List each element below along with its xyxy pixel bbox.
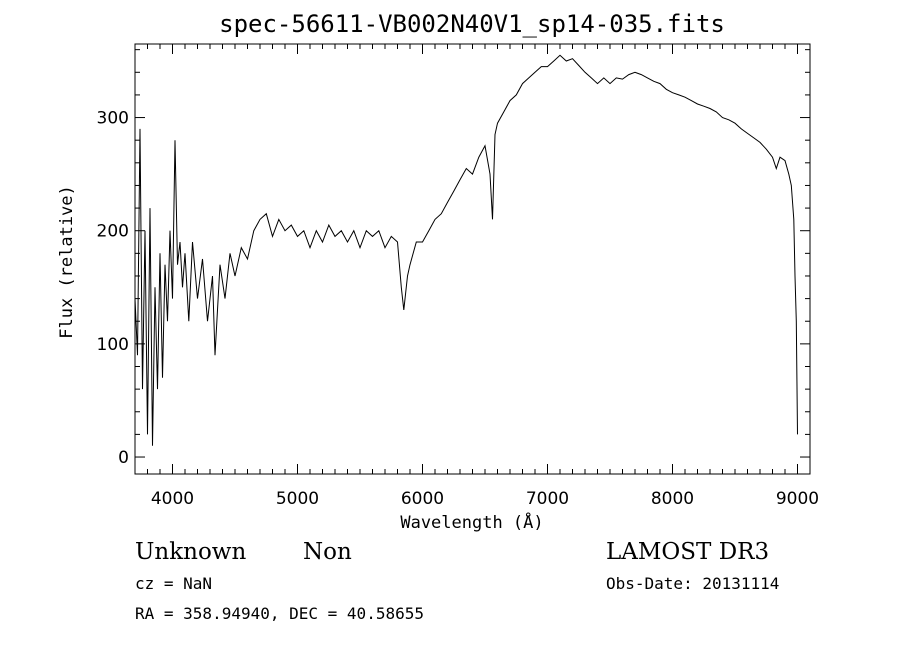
x-tick-label: 7000 xyxy=(526,489,569,509)
y-axis-ticks: 0 100 200 300 xyxy=(97,49,810,468)
y-tick-label: 200 xyxy=(97,222,129,242)
survey-name: LAMOST DR3 xyxy=(606,539,769,565)
flux-series-line xyxy=(134,54,798,446)
object-class: Unknown xyxy=(135,539,246,565)
x-tick-label: 4000 xyxy=(151,489,194,509)
x-tick-label: 8000 xyxy=(651,489,694,509)
obs-date: Obs-Date: 20131114 xyxy=(606,574,779,593)
redshift-text: cz = NaN xyxy=(135,574,212,593)
x-tick-label: 9000 xyxy=(776,489,819,509)
y-axis-label: Flux (relative) xyxy=(57,185,77,339)
x-axis-ticks: 4000 5000 6000 7000 8000 9000 xyxy=(134,44,819,509)
chart-title: spec-56611-VB002N40V1_sp14-035.fits xyxy=(219,10,725,38)
object-subclass: Non xyxy=(303,539,352,565)
y-tick-label: 300 xyxy=(97,109,129,129)
coordinates: RA = 358.94940, DEC = 40.58655 xyxy=(135,604,424,623)
y-tick-label: 100 xyxy=(97,335,129,355)
x-tick-label: 6000 xyxy=(401,489,444,509)
x-axis-label: Wavelength (Å) xyxy=(400,511,543,533)
y-tick-label: 0 xyxy=(118,448,129,468)
x-tick-label: 5000 xyxy=(276,489,319,509)
